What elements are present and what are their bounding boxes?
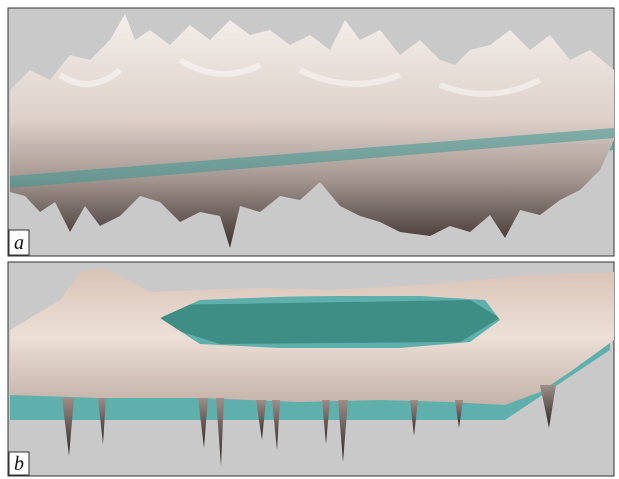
panel-b: b: [8, 262, 614, 476]
panel-a: a: [8, 8, 614, 256]
panel-label: b: [14, 453, 24, 475]
panel-label: a: [14, 232, 24, 254]
inner-plane: [160, 300, 500, 344]
figure: a b: [0, 0, 619, 479]
